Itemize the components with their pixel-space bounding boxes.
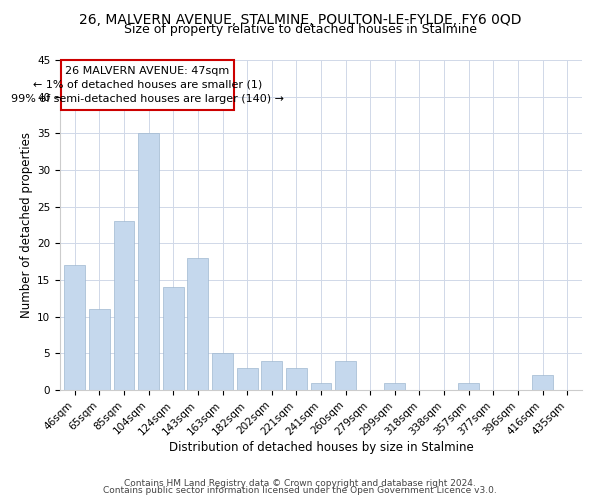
Bar (64, 266, 85, 390)
Bar (212, 354, 233, 390)
Y-axis label: Number of detached properties: Number of detached properties (20, 132, 33, 318)
Text: 26 MALVERN AVENUE: 47sqm
← 1% of detached houses are smaller (1)
99% of semi-det: 26 MALVERN AVENUE: 47sqm ← 1% of detache… (11, 66, 284, 104)
Bar (163, 288, 184, 390)
Bar (385, 382, 406, 390)
Bar (458, 382, 479, 390)
Bar (236, 368, 257, 390)
Bar (187, 258, 208, 390)
Bar (113, 222, 134, 390)
Bar (335, 360, 356, 390)
Bar (138, 134, 159, 390)
Text: Contains HM Land Registry data © Crown copyright and database right 2024.: Contains HM Land Registry data © Crown c… (124, 478, 476, 488)
Text: Contains public sector information licensed under the Open Government Licence v3: Contains public sector information licen… (103, 486, 497, 495)
Text: Size of property relative to detached houses in Stalmine: Size of property relative to detached ho… (124, 22, 476, 36)
Bar (532, 376, 553, 390)
Bar (89, 310, 110, 390)
FancyBboxPatch shape (61, 60, 233, 110)
Text: 26, MALVERN AVENUE, STALMINE, POULTON-LE-FYLDE, FY6 0QD: 26, MALVERN AVENUE, STALMINE, POULTON-LE… (79, 12, 521, 26)
X-axis label: Distribution of detached houses by size in Stalmine: Distribution of detached houses by size … (169, 440, 473, 454)
Bar (311, 382, 331, 390)
Bar (286, 368, 307, 390)
Bar (261, 360, 282, 390)
